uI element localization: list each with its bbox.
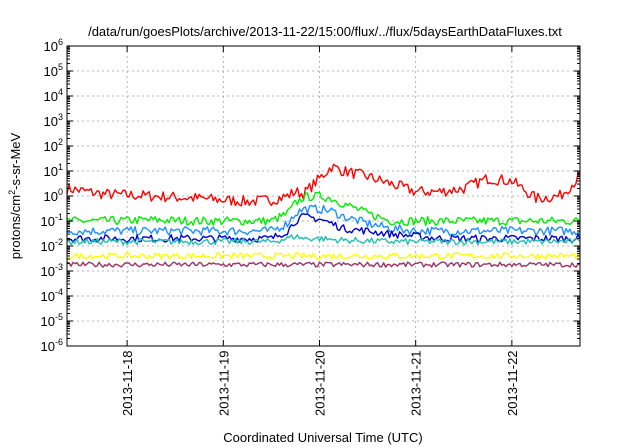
chart-title: /data/run/goesPlots/archive/2013-11-22/1… — [88, 24, 562, 39]
y-tick-label-exp: -3 — [55, 262, 63, 272]
y-tick-label: 10-3 — [41, 262, 63, 279]
y-tick-label-exp: 1 — [58, 162, 63, 172]
y-tick-label: 10-5 — [41, 312, 63, 329]
plot-series — [66, 163, 581, 268]
x-tick-label: 2013-11-19 — [216, 350, 231, 416]
y-tick-label-base: 10 — [41, 289, 55, 304]
y-tick-label-base: 10 — [44, 64, 58, 79]
y-tick-label-base: 10 — [44, 114, 58, 129]
y-tick-label: 100 — [44, 187, 63, 204]
x-tick-label: 2013-11-18 — [120, 350, 135, 416]
y-tick-label: 103 — [44, 112, 63, 129]
x-axis-ticks: 2013-11-18 2013-11-19 2013-11-20 2013-11-21… — [120, 46, 520, 416]
series-line-7 — [66, 261, 581, 268]
x-axis-label: Coordinated Universal Time (UTC) — [223, 430, 422, 445]
series-line-5 — [66, 234, 581, 246]
series-line-6 — [66, 252, 581, 260]
y-tick-label: 106 — [44, 37, 63, 54]
y-tick-label: 101 — [44, 162, 63, 179]
y-tick-label-exp: 4 — [58, 87, 63, 97]
y-axis-label-pre: protons/cm — [8, 195, 23, 259]
y-tick-label-base: 10 — [44, 189, 58, 204]
y-tick-label-exp: 6 — [58, 37, 63, 47]
y-tick-label-exp: -6 — [55, 337, 63, 347]
y-axis-label: protons/cm2-s-sr-MeV — [7, 132, 23, 259]
y-axis-label-post: -s-sr-MeV — [8, 132, 23, 189]
y-tick-label-base: 10 — [41, 314, 55, 329]
y-tick-label: 10-1 — [41, 212, 63, 229]
y-tick-label-exp: -2 — [55, 237, 63, 247]
y-tick-label-exp: 3 — [58, 112, 63, 122]
y-tick-label-base: 10 — [44, 39, 58, 54]
x-tick-label: 2013-11-20 — [312, 350, 327, 416]
x-tick-label: 2013-11-22 — [505, 350, 520, 416]
y-tick-label-exp: 2 — [58, 137, 63, 147]
y-tick-label: 105 — [44, 62, 63, 79]
y-tick-label-exp: -1 — [55, 212, 63, 222]
y-tick-label-exp: -5 — [55, 312, 63, 322]
y-tick-label-exp: -4 — [55, 287, 63, 297]
series-line-2 — [66, 191, 581, 227]
y-axis-ticks: 10610510410310210110010-110-210-310-410-… — [41, 37, 580, 354]
y-tick-label-base: 10 — [41, 239, 55, 254]
y-tick-label: 10-2 — [41, 237, 63, 254]
y-tick-label-base: 10 — [44, 164, 58, 179]
y-tick-label: 10-6 — [41, 337, 63, 354]
y-tick-label: 10-4 — [41, 287, 63, 304]
series-line-3 — [66, 204, 581, 236]
y-tick-label: 102 — [44, 137, 63, 154]
y-tick-label-base: 10 — [41, 339, 55, 354]
y-tick-label-base: 10 — [44, 139, 58, 154]
y-tick-label-exp: 0 — [58, 187, 63, 197]
y-tick-label: 104 — [44, 87, 63, 104]
y-axis-label-sup: 2 — [7, 190, 17, 195]
y-tick-label-base: 10 — [41, 264, 55, 279]
y-tick-label-exp: 5 — [58, 62, 63, 72]
y-tick-label-base: 10 — [44, 89, 58, 104]
grid — [67, 46, 580, 346]
y-tick-label-base: 10 — [41, 214, 55, 229]
x-tick-label: 2013-11-21 — [409, 350, 424, 416]
series-line-1 — [66, 163, 581, 207]
